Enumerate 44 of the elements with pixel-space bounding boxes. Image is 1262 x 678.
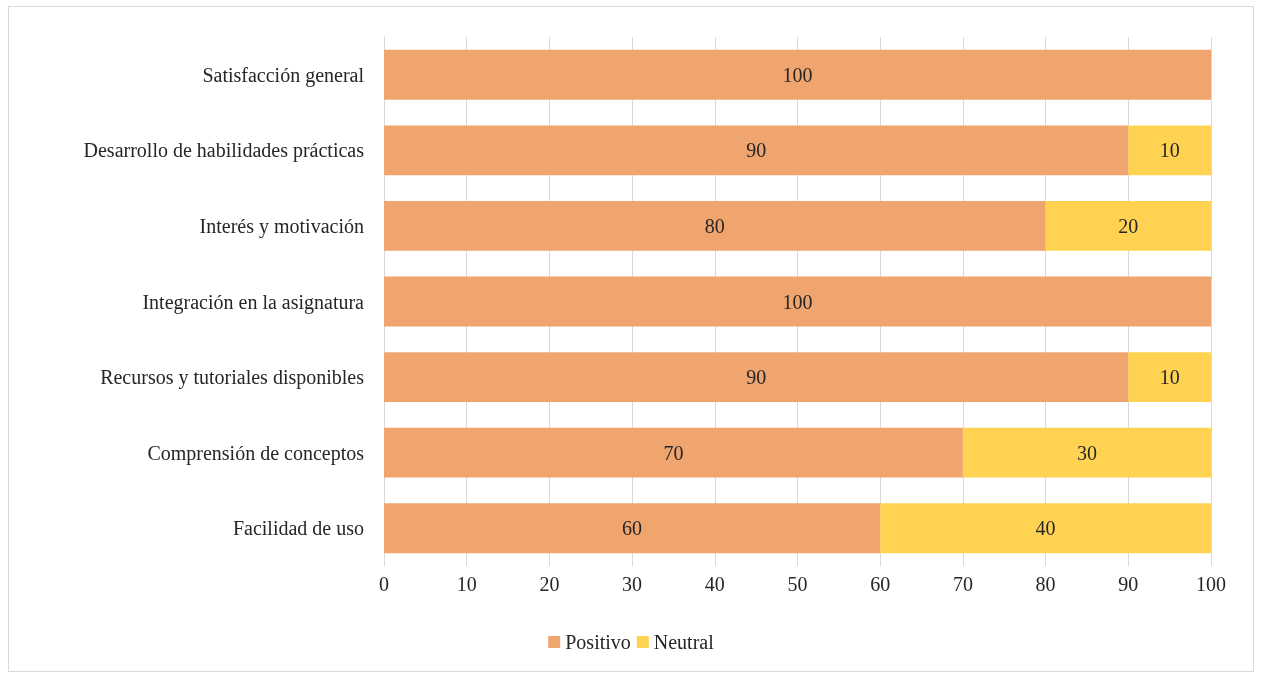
- y-tick-label: Facilidad de uso: [232, 517, 364, 540]
- data-label: 60: [622, 517, 643, 540]
- data-label: 70: [663, 441, 684, 464]
- bar: [384, 125, 1129, 176]
- data-label: 90: [746, 139, 767, 162]
- data-label: 10: [1159, 139, 1180, 162]
- data-label: 90: [746, 366, 767, 389]
- data-label: 20: [1118, 214, 1139, 237]
- y-tick-label: Recursos y tutoriales disponibles: [100, 366, 365, 390]
- bar: [384, 352, 1129, 403]
- x-tick-label: 80: [1035, 573, 1056, 595]
- x-tick-label: 10: [456, 573, 477, 595]
- bar: [384, 427, 963, 478]
- bar: [384, 503, 881, 554]
- bar: [962, 427, 1211, 478]
- bar: [1045, 200, 1211, 251]
- data-label: 40: [1035, 517, 1056, 540]
- legend-label: Positivo: [565, 631, 631, 653]
- bar: [384, 200, 1046, 251]
- y-tick-label: Integración en la asignatura: [142, 290, 365, 314]
- bar: [384, 49, 1211, 100]
- x-tick-label: 30: [622, 573, 643, 595]
- x-tick-label: 20: [539, 573, 560, 595]
- y-tick-label: Desarrollo de habilidades prácticas: [83, 139, 365, 163]
- y-tick-label: Interés y motivación: [199, 214, 364, 238]
- x-tick-label: 90: [1118, 573, 1139, 595]
- x-tick-label: 100: [1196, 573, 1226, 595]
- bar: [1128, 352, 1211, 403]
- bar: [384, 276, 1211, 327]
- x-tick-label: 0: [379, 573, 389, 595]
- data-label: 80: [704, 214, 725, 237]
- y-tick-label: Comprensión de conceptos: [147, 441, 365, 465]
- data-label: 100: [782, 290, 813, 313]
- y-tick-label: Satisfacción general: [202, 63, 365, 87]
- x-tick-label: 70: [952, 573, 973, 595]
- bar: [1128, 125, 1211, 176]
- bar: [880, 503, 1211, 554]
- x-tick-label: 50: [787, 573, 808, 595]
- data-label: 100: [782, 63, 813, 86]
- legend-label: Neutral: [653, 631, 715, 653]
- x-tick-label: 60: [870, 573, 891, 595]
- data-label: 10: [1159, 366, 1180, 389]
- x-tick-label: 40: [704, 573, 725, 595]
- data-label: 30: [1076, 441, 1097, 464]
